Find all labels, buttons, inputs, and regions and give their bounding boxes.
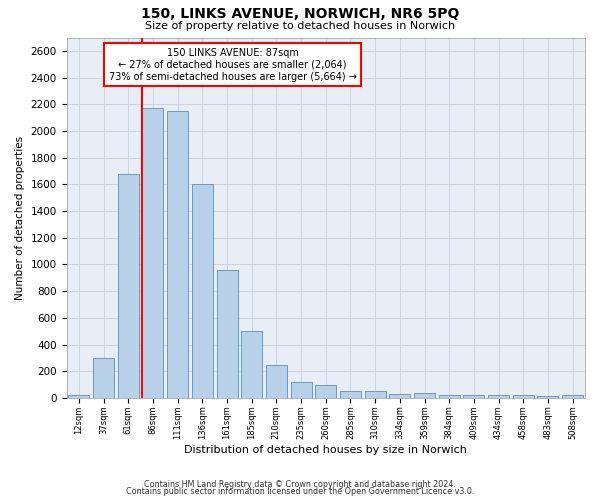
Bar	[118, 174, 139, 398]
Bar	[217, 270, 238, 398]
Text: 150 LINKS AVENUE: 87sqm
← 27% of detached houses are smaller (2,064)
73% of semi: 150 LINKS AVENUE: 87sqm ← 27% of detache…	[109, 48, 356, 82]
Bar	[142, 108, 163, 398]
Bar	[439, 396, 460, 398]
Bar	[414, 394, 435, 398]
Bar	[167, 111, 188, 398]
Text: 150, LINKS AVENUE, NORWICH, NR6 5PQ: 150, LINKS AVENUE, NORWICH, NR6 5PQ	[141, 8, 459, 22]
Text: Size of property relative to detached houses in Norwich: Size of property relative to detached ho…	[145, 21, 455, 31]
Bar	[340, 392, 361, 398]
Bar	[68, 394, 89, 398]
Bar	[389, 394, 410, 398]
Text: Contains public sector information licensed under the Open Government Licence v3: Contains public sector information licen…	[126, 487, 474, 496]
Y-axis label: Number of detached properties: Number of detached properties	[15, 136, 25, 300]
Bar	[93, 358, 114, 398]
Bar	[241, 330, 262, 398]
Bar	[463, 394, 484, 398]
Bar	[290, 382, 311, 398]
Bar	[562, 394, 583, 398]
Bar	[365, 392, 386, 398]
Bar	[538, 396, 559, 398]
X-axis label: Distribution of detached houses by size in Norwich: Distribution of detached houses by size …	[184, 445, 467, 455]
Bar	[488, 396, 509, 398]
Bar	[513, 396, 534, 398]
Bar	[315, 384, 336, 398]
Bar	[192, 184, 213, 398]
Bar	[266, 364, 287, 398]
Text: Contains HM Land Registry data © Crown copyright and database right 2024.: Contains HM Land Registry data © Crown c…	[144, 480, 456, 489]
